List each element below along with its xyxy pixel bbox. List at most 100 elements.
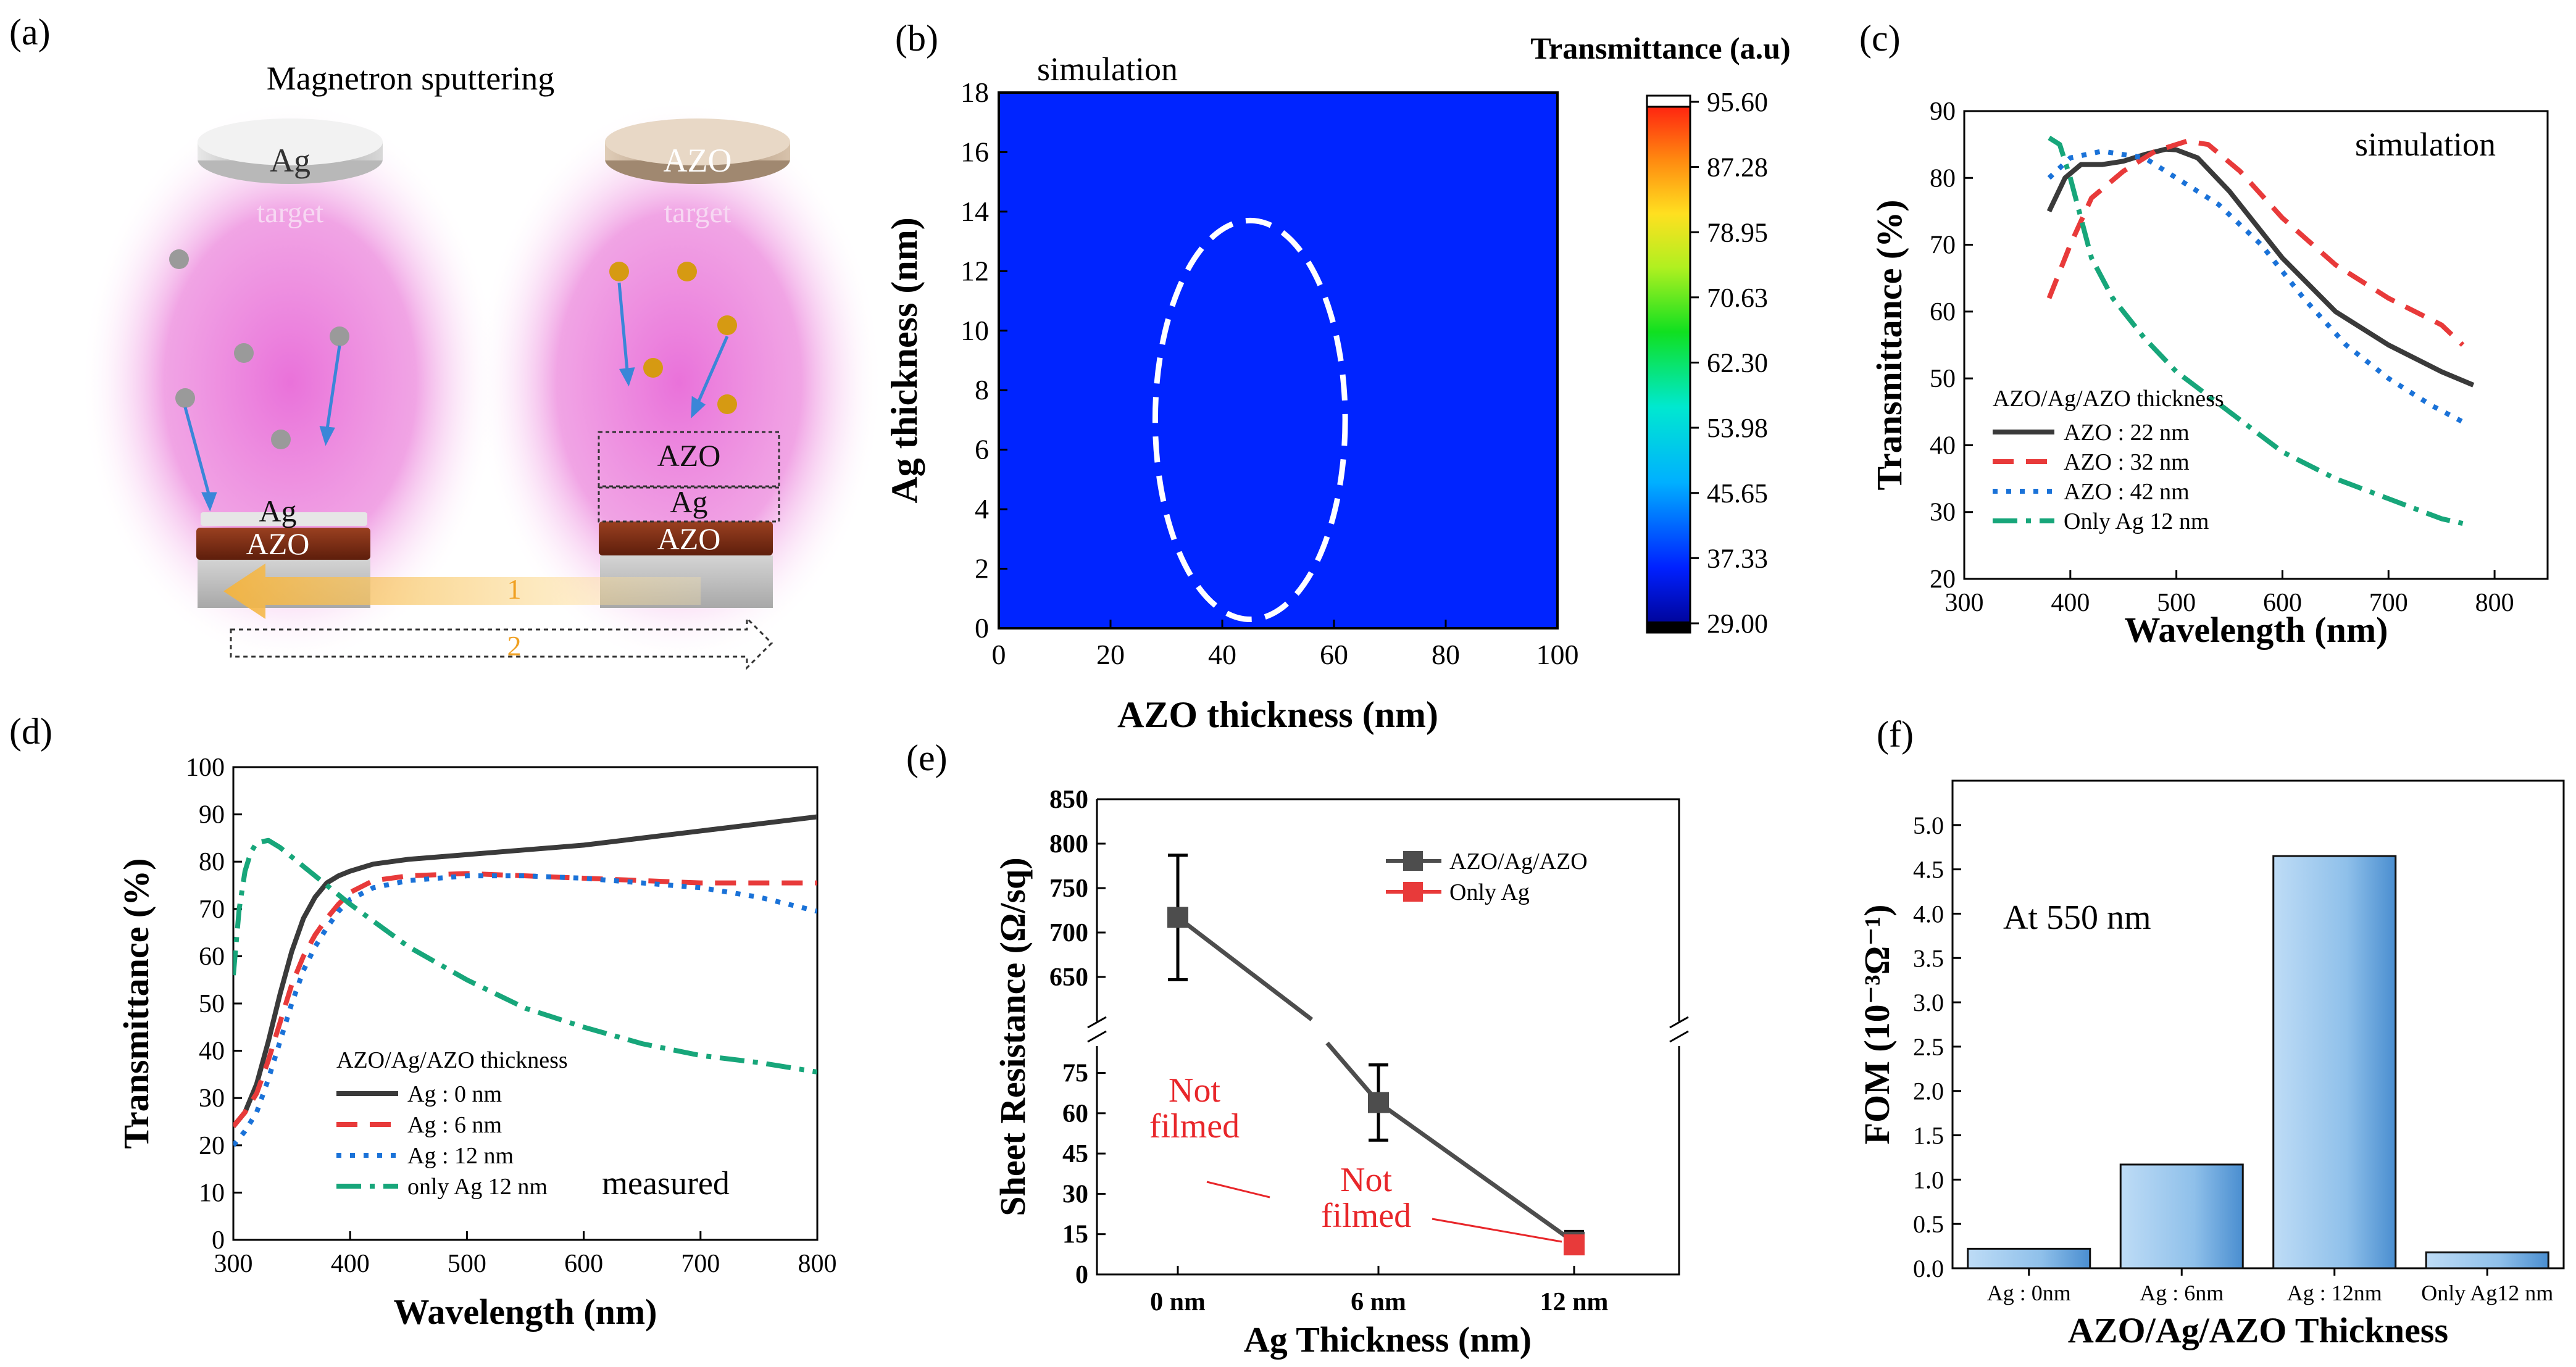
y-tick-label: 3.0: [1913, 989, 1944, 1016]
chart-c-y-label: Transmittance (%): [1869, 200, 1909, 491]
y-tick-label: 12: [961, 255, 989, 286]
y-tick-label: 80: [199, 848, 225, 876]
chart-c-x-label: Wavelength (nm): [2125, 610, 2388, 650]
y-tick-label: 16: [961, 136, 989, 167]
x-tick-label: 800: [798, 1250, 837, 1278]
legend-label-1: Only Ag: [1449, 879, 1530, 905]
move-step-1: 1: [507, 573, 522, 605]
series-line-0: [2046, 146, 2475, 388]
x-tick-label: 0: [992, 639, 1006, 670]
azo-particles: [609, 262, 737, 414]
series-line-3: [233, 837, 817, 1075]
y-tick-label: 30: [1062, 1180, 1088, 1208]
colorbar-tick-label: 45.65: [1707, 478, 1768, 509]
y-tick-label: 60: [1062, 1100, 1088, 1128]
ag-target-sub: target: [257, 196, 324, 229]
y-tick-label: 4.0: [1913, 900, 1944, 928]
heatmap: [999, 93, 1557, 628]
chart-d-y-label: Transmittance (%): [116, 858, 156, 1149]
chart-f-bars: Ag : 0nm Ag : 6nm Ag : 12nm Only Ag12 nm: [1967, 855, 2553, 1305]
y-tick-label: 90: [1930, 98, 1956, 126]
plasma-cloud-left: [80, 99, 500, 667]
chart-c-legend: AZO : 22 nm AZO : 32 nm AZO : 42 nm Only Ag…: [1993, 420, 2209, 534]
chart-e-ticks: 0 nm 6 nm 12 nm 650 700 750 800 850 0 15 30 45 60 75: [1049, 786, 1608, 1316]
bar-3: [2425, 1251, 2549, 1269]
y-tick-label: 1.0: [1913, 1166, 1944, 1194]
x-tick-label: 600: [564, 1250, 603, 1278]
x-tick-label: 40: [1208, 639, 1236, 670]
chart-f-ticks: 0.0 0.5 1.0 1.5 2.0 2.5 3.0 3.5 4.0 4.5 5.0: [1913, 812, 1961, 1282]
heatmap-y-label: Ag thickness (nm): [884, 217, 925, 503]
y-tick-label: 60: [199, 942, 225, 971]
colorbar-tick-label: 87.28: [1707, 152, 1768, 183]
y-tick-label: 10: [199, 1179, 225, 1207]
x-tick-label: 400: [2051, 589, 2090, 617]
y-tick-label: 30: [1930, 499, 1956, 527]
chart-d-legend: Ag : 0 nm Ag : 6 nm Ag : 12 nm only Ag 12 n…: [336, 1081, 548, 1200]
series-line-0: [233, 814, 817, 1128]
y-tick-label: 4: [975, 493, 989, 525]
legend-label-0: AZO : 22 nm: [2064, 420, 2190, 446]
plasma-cloud-right: [475, 99, 883, 667]
x-tick-label: Ag : 12nm: [2287, 1281, 2382, 1305]
right-stack-mid: Ag: [670, 484, 707, 519]
chart-c-frame: [1963, 110, 2549, 580]
series-line-1: [2046, 138, 2465, 347]
y-tick-label: 18: [961, 77, 989, 108]
chart-e-series: [1167, 854, 1585, 1256]
x-tick-label: 700: [2369, 589, 2408, 617]
panel-e: (e) 0 nm 6 nm 12 nm 650 700 750 800 850 0 15 30 45 6…: [906, 738, 1689, 1360]
data-marker: [1368, 1092, 1389, 1113]
chart-d-legend-title: AZO/Ag/AZO thickness: [336, 1047, 568, 1073]
move-arrow-2: 2: [230, 616, 773, 670]
colorbar-tick-label: 62.30: [1707, 348, 1768, 378]
left-stack-bottom: AZO: [246, 526, 310, 561]
deposition-arrows: [183, 282, 729, 512]
azo-target-label: AZO: [664, 142, 732, 179]
right-stack: AZO Ag AZO: [598, 431, 780, 608]
x-tick-label: Only Ag12 nm: [2421, 1281, 2553, 1305]
x-tick-label: 500: [2157, 589, 2196, 617]
y-tick-label: 50: [1930, 365, 1956, 393]
y-tick-label: 40: [199, 1037, 225, 1066]
legend-marker-1: [1403, 882, 1423, 902]
y-tick-label: 3.5: [1913, 944, 1944, 972]
y-tick-label: 90: [199, 801, 225, 829]
y-tick-label: 650: [1049, 963, 1088, 992]
data-marker: [1167, 907, 1188, 928]
x-tick-label: 600: [2263, 589, 2302, 617]
right-stack-bottom: AZO: [657, 521, 721, 556]
series-line-2: [2047, 148, 2464, 425]
panel-c-label: (c): [1859, 18, 1901, 59]
series-segment-end: [1377, 1100, 1576, 1244]
y-tick-label: 6: [975, 434, 989, 465]
y-tick-label: 750: [1049, 875, 1088, 903]
heatmap-x-ticks: 0 20 40 60 80 100: [992, 620, 1579, 670]
chart-d-annotation: measured: [602, 1165, 730, 1202]
legend-label-1: AZO : 32 nm: [2064, 449, 2190, 475]
series-line-1: [233, 871, 817, 1128]
azo-target-sub: target: [664, 196, 732, 229]
not-filmed-line1: Not: [1340, 1161, 1392, 1199]
chart-c-annotation: simulation: [2355, 126, 2496, 163]
chart-e-frame: [1087, 798, 1689, 1276]
y-tick-label: 45: [1062, 1140, 1088, 1168]
y-tick-label: 20: [199, 1132, 225, 1160]
y-tick-label: 30: [199, 1084, 225, 1113]
y-tick-label: 70: [1930, 231, 1956, 260]
y-tick-label: 14: [961, 196, 989, 227]
heatmap-annotation: simulation: [1037, 51, 1178, 88]
x-tick-label: 20: [1096, 639, 1125, 670]
chart-d-x-label: Wavelength (nm): [394, 1292, 657, 1332]
bar-1: [2119, 1163, 2244, 1269]
legend-label-2: AZO : 42 nm: [2064, 479, 2190, 505]
colorbar-tick-label: 29.00: [1707, 609, 1768, 639]
legend-label-3: Only Ag 12 nm: [2064, 509, 2209, 534]
colorbar: [1646, 94, 1691, 634]
y-tick-label: 8: [975, 374, 989, 405]
y-tick-label: 0: [212, 1226, 225, 1255]
panel-f: (f) 0.0 0.5 1.0 1.5 2.0 2.5 3.0 3.5 4.0 4.5 5.0 Ag…: [1857, 714, 2565, 1350]
y-tick-label: 2: [975, 553, 989, 584]
